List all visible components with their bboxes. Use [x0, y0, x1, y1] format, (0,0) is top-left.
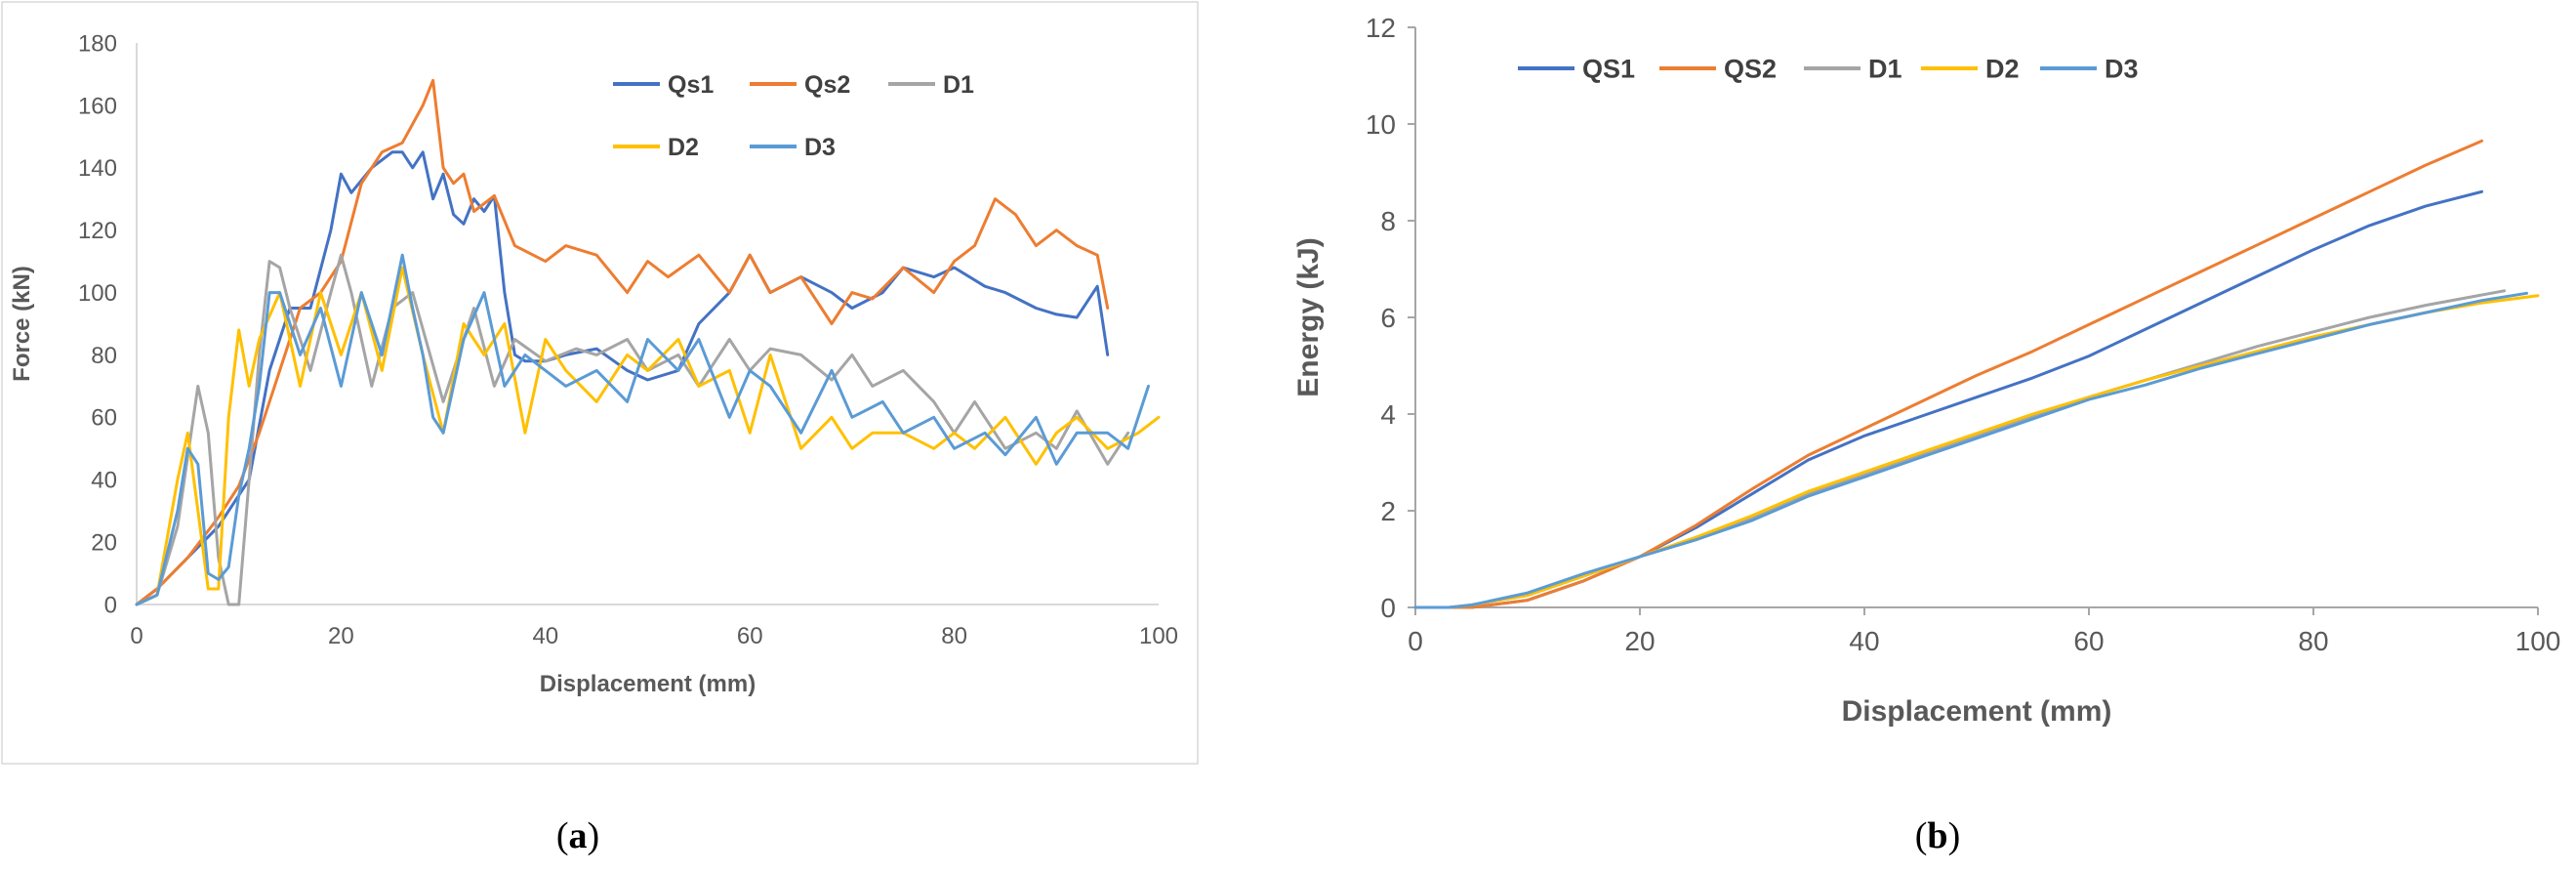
- chart-b-legend-label-qs2: QS2: [1724, 54, 1777, 83]
- chart-a-legend-label-qs1: Qs1: [668, 71, 714, 99]
- chart-a-series-qs1: [135, 150, 1110, 606]
- chart-a-legend-label-d2: D2: [668, 134, 699, 161]
- chart-a-y-tick-label: 120: [78, 218, 117, 244]
- chart-b-y-tick-label: 12: [1366, 13, 1396, 43]
- chart-a-y-tick-label: 60: [91, 405, 117, 432]
- chart-b-y-axis-title: Energy (kJ): [1292, 237, 1325, 396]
- chart-a-y-axis-title: Force (kN): [9, 266, 35, 382]
- chart-a-series-qs2: [135, 78, 1110, 606]
- chart-a-series-d2: [135, 266, 1161, 606]
- chart-a-y-tick-label: 180: [78, 30, 117, 57]
- chart-b-y-tick-label: 4: [1380, 399, 1396, 430]
- chart-a-x-tick-label: 100: [1139, 623, 1178, 649]
- chart-b-legend-label-qs1: QS1: [1582, 54, 1635, 83]
- chart-a-x-tick-label: 0: [130, 623, 143, 649]
- chart-a-x-tick-label: 80: [941, 623, 967, 649]
- chart-b-x-tick-label: 60: [2073, 626, 2104, 656]
- chart-b-y-tick-label: 2: [1380, 496, 1396, 526]
- chart-a-frame: [1, 1, 1199, 765]
- chart-b-legend-label-d3: D3: [2105, 54, 2139, 83]
- chart-b-caption: (b): [1915, 815, 1960, 856]
- chart-a-series-d3: [135, 253, 1150, 606]
- chart-b-x-tick-label: 40: [1849, 626, 1879, 656]
- chart-a-y-tick-label: 100: [78, 280, 117, 307]
- chart-a-legend-label-qs2: Qs2: [804, 71, 850, 99]
- chart-b-x-axis-title: Displacement (mm): [1842, 695, 2112, 728]
- chart-a-x-tick-label: 60: [737, 623, 763, 649]
- chart-a-series-d1: [135, 253, 1130, 606]
- chart-b-legend-label-d1: D1: [1868, 54, 1902, 83]
- chart-a-legend-label-d3: D3: [804, 134, 836, 161]
- chart-b-y-tick-label: 6: [1380, 303, 1396, 333]
- chart-a-y-tick-label: 40: [91, 468, 117, 494]
- chart-b-y-tick-label: 10: [1366, 109, 1396, 140]
- chart-b-y-tick-label: 0: [1380, 593, 1396, 623]
- chart-a-y-tick-label: 160: [78, 93, 117, 119]
- chart-a-x-tick-label: 20: [328, 623, 354, 649]
- chart-a-y-tick-label: 20: [91, 530, 117, 557]
- chart-b: 0 20 40 60 80 100 0 2 4 6 8 10 12 Displacement (mm) En…: [1292, 13, 2560, 856]
- chart-a-x-axis-title: Displacement (mm): [540, 671, 756, 697]
- chart-a-caption: (a): [556, 815, 599, 856]
- chart-a-y-tick-label: 0: [104, 592, 117, 618]
- chart-a-x-tick-label: 40: [532, 623, 558, 649]
- chart-a: 0 20 40 60 80 100 0 20 40 60 80 100 120 140 160 180 Disp…: [1, 1, 1199, 856]
- chart-b-legend-label-d2: D2: [1985, 54, 2020, 83]
- chart-b-series-d3: [1413, 291, 2528, 609]
- chart-b-x-tick-label: 20: [1624, 626, 1655, 656]
- chart-a-y-tick-label: 140: [78, 155, 117, 182]
- chart-a-y-tick-label: 80: [91, 343, 117, 369]
- chart-b-x-tick-label: 80: [2298, 626, 2328, 656]
- chart-b-y-tick-label: 8: [1380, 206, 1396, 236]
- chart-a-legend-label-d1: D1: [943, 71, 974, 99]
- chart-b-series-qs2: [1413, 139, 2483, 609]
- chart-b-x-tick-label: 0: [1408, 626, 1423, 656]
- chart-b-x-tick-label: 100: [2515, 626, 2561, 656]
